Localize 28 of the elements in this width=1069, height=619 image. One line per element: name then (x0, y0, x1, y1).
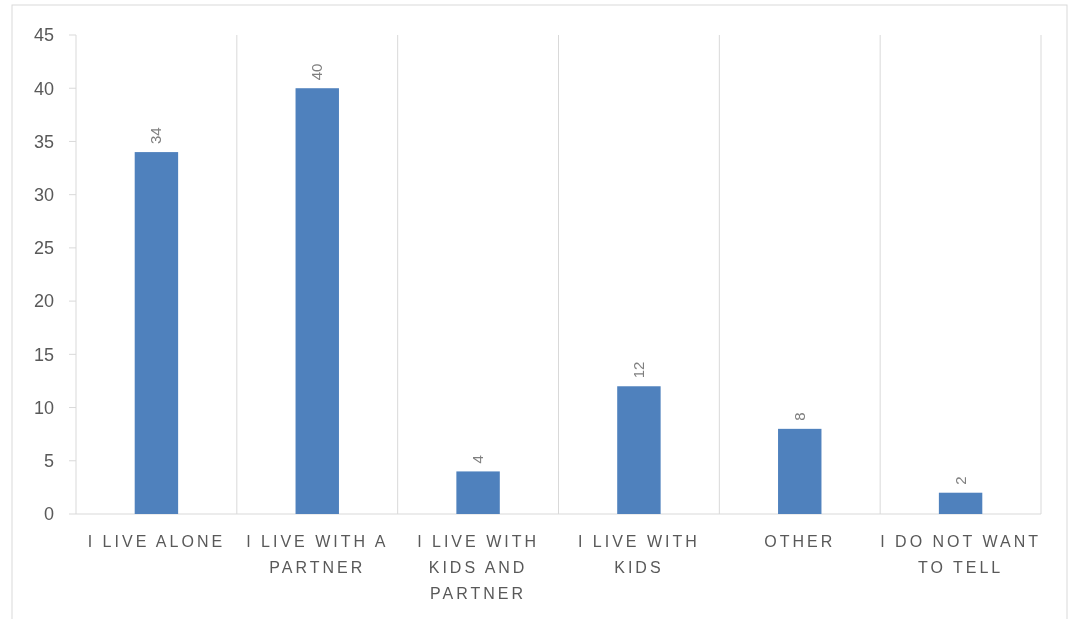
y-tick-label: 0 (43, 504, 54, 525)
data-label: 8 (790, 412, 808, 421)
x-tick-label: I LIVE WITH KIDS (577, 533, 700, 576)
x-tick-label: I LIVE WITH KIDS AND PARTNER (417, 533, 540, 602)
x-tick-label: I DO NOT WANT TO TELL (880, 533, 1041, 576)
x-tick-label: I LIVE ALONE (87, 533, 226, 550)
data-label: 12 (629, 361, 647, 379)
y-tick-label: 10 (33, 397, 54, 418)
y-tick-label: 20 (33, 291, 54, 312)
y-tick-label: 15 (33, 344, 54, 365)
y-tick-label: 25 (33, 238, 54, 259)
y-tick-label: 5 (43, 451, 54, 472)
data-label: 2 (951, 476, 969, 485)
bar (295, 88, 339, 514)
data-label: 34 (147, 127, 165, 145)
x-tick-label: OTHER (764, 533, 836, 550)
data-label: 4 (469, 455, 487, 464)
x-tick-label: I LIVE WITH A PARTNER (246, 533, 389, 576)
y-tick-label: 45 (33, 25, 54, 46)
bar (617, 386, 661, 514)
bar (456, 471, 500, 514)
y-tick-label: 35 (33, 131, 54, 152)
bar (778, 428, 822, 514)
data-label: 40 (308, 63, 326, 81)
y-tick-label: 40 (33, 78, 54, 99)
y-tick-label: 30 (33, 184, 54, 205)
bar (938, 492, 983, 514)
bar (134, 152, 179, 514)
